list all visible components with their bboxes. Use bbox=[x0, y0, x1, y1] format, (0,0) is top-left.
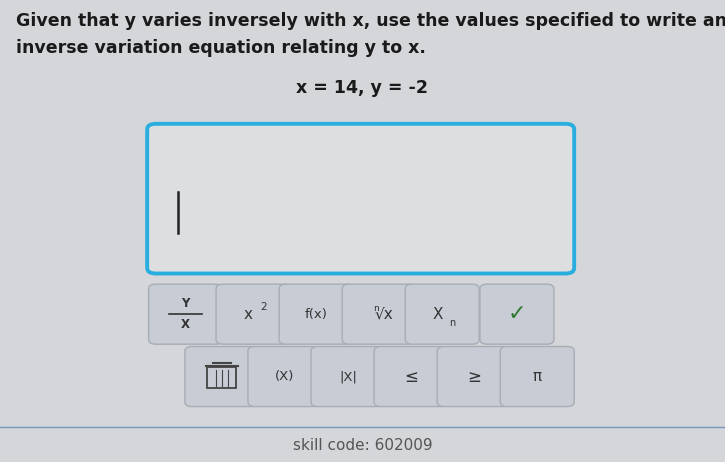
Text: skill code: 602009: skill code: 602009 bbox=[293, 438, 432, 453]
Text: X: X bbox=[181, 318, 190, 331]
Text: n: n bbox=[450, 318, 455, 328]
FancyBboxPatch shape bbox=[342, 284, 416, 344]
FancyBboxPatch shape bbox=[500, 346, 574, 407]
Text: n: n bbox=[373, 304, 379, 313]
Text: f(x): f(x) bbox=[304, 308, 328, 321]
FancyBboxPatch shape bbox=[311, 346, 385, 407]
FancyBboxPatch shape bbox=[480, 284, 554, 344]
FancyBboxPatch shape bbox=[279, 284, 353, 344]
Text: Y: Y bbox=[181, 298, 190, 310]
FancyBboxPatch shape bbox=[185, 346, 259, 407]
Text: ≤: ≤ bbox=[404, 368, 418, 385]
Text: √x: √x bbox=[374, 307, 393, 322]
FancyBboxPatch shape bbox=[149, 284, 223, 344]
FancyBboxPatch shape bbox=[374, 346, 448, 407]
Text: 2: 2 bbox=[260, 302, 267, 311]
Text: x: x bbox=[244, 307, 252, 322]
FancyBboxPatch shape bbox=[405, 284, 479, 344]
Text: Given that y varies inversely with x, use the values specified to write an: Given that y varies inversely with x, us… bbox=[16, 12, 725, 30]
Text: inverse variation equation relating y to x.: inverse variation equation relating y to… bbox=[16, 39, 426, 57]
Text: π: π bbox=[533, 369, 542, 384]
FancyBboxPatch shape bbox=[248, 346, 322, 407]
FancyBboxPatch shape bbox=[437, 346, 511, 407]
Text: |X|: |X| bbox=[339, 370, 357, 383]
Text: ≥: ≥ bbox=[467, 368, 481, 385]
Text: ✓: ✓ bbox=[507, 304, 526, 324]
FancyBboxPatch shape bbox=[216, 284, 290, 344]
FancyBboxPatch shape bbox=[147, 124, 574, 274]
Text: (X): (X) bbox=[276, 370, 294, 383]
Text: X: X bbox=[433, 307, 443, 322]
Text: x = 14, y = -2: x = 14, y = -2 bbox=[297, 79, 428, 97]
